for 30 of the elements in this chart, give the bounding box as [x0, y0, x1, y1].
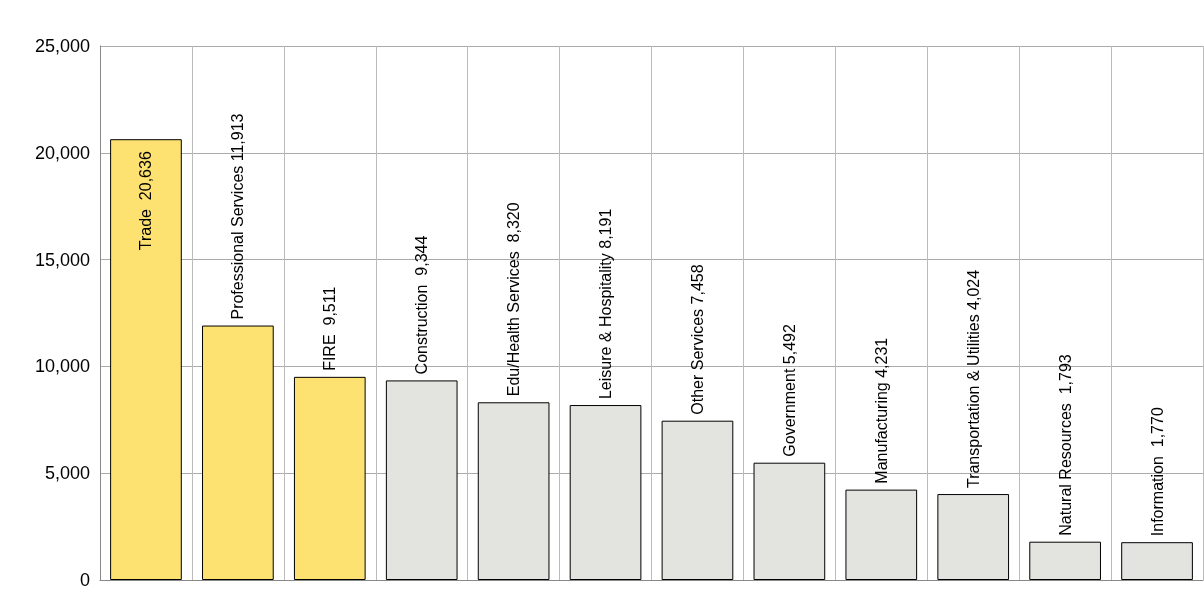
- bar: [569, 405, 642, 580]
- data-label: FIRE 9,511: [321, 286, 339, 371]
- data-label: Construction 9,344: [413, 235, 431, 375]
- bar: [110, 139, 182, 580]
- data-label: Professional Services 11,913: [229, 113, 247, 320]
- bar: [293, 376, 366, 580]
- bar: [937, 494, 1010, 580]
- y-tick-label: 25,000: [34, 36, 90, 56]
- y-tick-label: 5,000: [44, 463, 90, 484]
- data-label: Natural Resources 1,793: [1056, 354, 1074, 536]
- data-label: Information 1,770: [1148, 407, 1166, 537]
- data-label: Edu/Health Services 8,320: [505, 202, 523, 397]
- bar: [202, 325, 274, 580]
- data-label: Leisure & Hospitality 8,191: [597, 208, 615, 400]
- data-label: Other Services 7,458: [688, 264, 706, 415]
- bar: [753, 462, 826, 580]
- bar: [845, 489, 918, 580]
- y-tick-label: 15,000: [34, 249, 90, 270]
- bar: [661, 420, 734, 580]
- data-label: Manufacturing 4,231: [872, 337, 890, 484]
- bar: [477, 402, 550, 580]
- y-tick-label: 0: [79, 570, 90, 590]
- bar: [385, 380, 458, 580]
- data-label: Transportation & Utilities 4,024: [964, 269, 982, 489]
- y-tick-label: 10,000: [34, 356, 90, 377]
- data-label: Government 5,492: [780, 324, 798, 457]
- data-label: Trade 20,636: [137, 151, 155, 251]
- bar: [1029, 541, 1101, 580]
- bar: [1121, 542, 1193, 580]
- y-tick-label: 20,000: [34, 142, 90, 163]
